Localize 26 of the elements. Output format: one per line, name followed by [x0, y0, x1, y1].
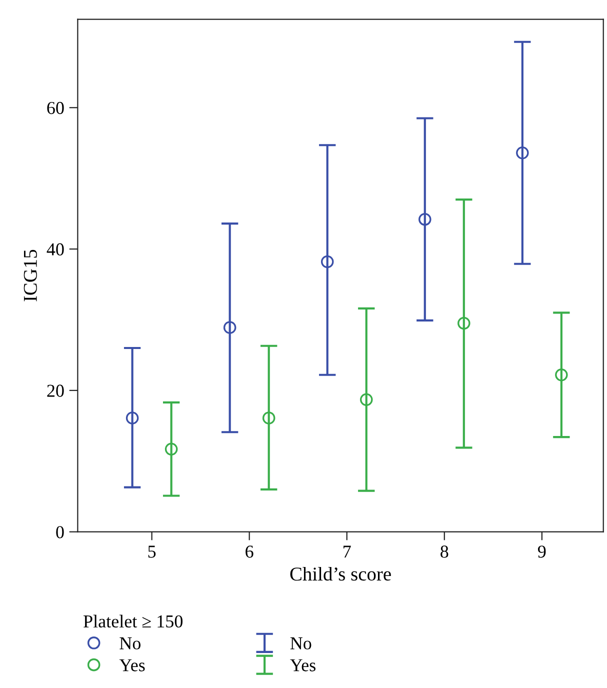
- legend-label: Yes: [290, 659, 316, 672]
- y-tick-label: 40: [46, 243, 64, 256]
- x-tick-label: 9: [538, 546, 546, 558]
- y-axis-title: ICG15: [24, 250, 37, 302]
- point: [516, 146, 529, 160]
- x-tick-label: 7: [344, 546, 351, 558]
- x-axis-title: Child’s score: [290, 566, 391, 581]
- y-tick-label: 20: [47, 384, 64, 397]
- text: No: [290, 637, 312, 650]
- point: [262, 412, 276, 424]
- x-tick-label: 6: [246, 546, 254, 558]
- point: [360, 393, 373, 406]
- point: [223, 321, 236, 334]
- x-tick-label: 5: [148, 546, 156, 558]
- y-tick-label: 0: [56, 526, 64, 538]
- point: [555, 368, 568, 382]
- point: [126, 412, 139, 424]
- text: Yes: [119, 659, 145, 672]
- point: [320, 255, 334, 268]
- y-tick-label: 60: [47, 102, 64, 114]
- point: [164, 442, 178, 456]
- x-tick-label: 8: [440, 546, 448, 558]
- point: [458, 316, 470, 330]
- legend-label: No: [120, 637, 141, 650]
- legend-title: Platelet ≥ 150: [84, 614, 182, 628]
- point: [418, 212, 432, 226]
